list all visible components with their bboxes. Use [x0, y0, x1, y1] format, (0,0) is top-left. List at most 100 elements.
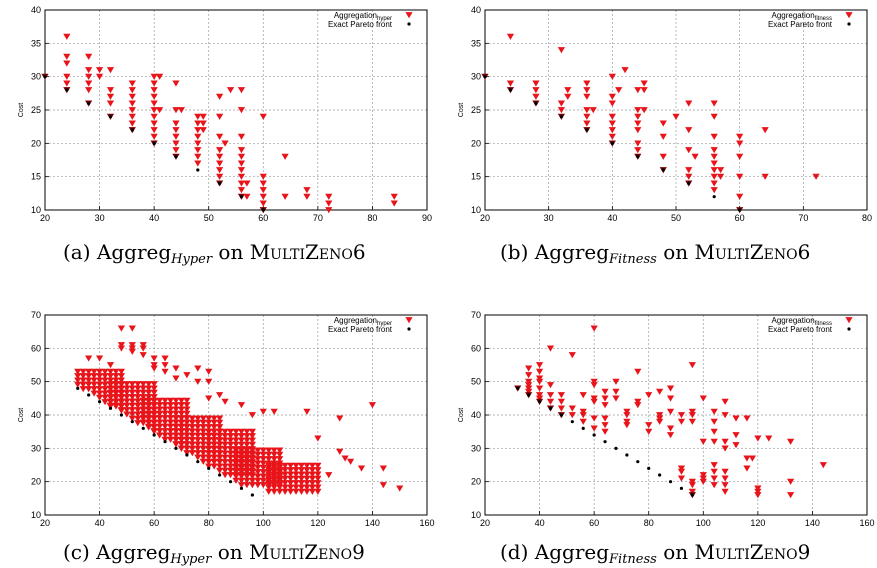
c0-triangle-point — [85, 53, 93, 60]
c0-triangle-point — [156, 73, 164, 80]
c3-pareto-point — [614, 446, 618, 450]
c2-triangle-point — [117, 385, 125, 392]
c2-triangle-point — [303, 467, 311, 474]
c2-triangle-point — [259, 469, 267, 476]
c2-pareto-point — [108, 406, 113, 410]
c2-triangle-point — [166, 432, 175, 439]
c1-triangle-point — [685, 173, 693, 180]
c1-ytick-label: 40 — [471, 5, 481, 15]
c0-triangle-point — [150, 93, 158, 100]
c2-triangle-point — [183, 428, 191, 435]
c3-triangle-point — [710, 482, 718, 489]
c2-triangle-point — [134, 402, 142, 409]
c2-triangle-point — [156, 428, 164, 435]
c2-triangle-point — [308, 484, 316, 491]
c1-pareto-point — [585, 128, 589, 132]
c2-triangle-point — [85, 377, 93, 384]
c3-ylabel: Cost — [458, 408, 465, 422]
c0-triangle-point — [128, 113, 136, 120]
c2-triangle-point — [270, 462, 278, 469]
c2-triangle-point — [79, 386, 87, 393]
c2-triangle-point — [172, 437, 180, 444]
c2-triangle-point — [210, 441, 218, 448]
c2-triangle-point — [226, 454, 235, 461]
c2-triangle-point — [145, 385, 153, 392]
caption-c-label: (c) — [63, 540, 90, 564]
c2-triangle-point — [259, 473, 267, 480]
c2-triangle-point — [183, 415, 191, 422]
c2-pareto-point — [196, 460, 200, 464]
c0-legend-sub: hyper — [377, 16, 392, 22]
c2-triangle-point — [106, 373, 115, 380]
c3-pareto-point — [647, 466, 651, 470]
c0-triangle-point — [221, 140, 229, 147]
c0-triangle-point — [237, 133, 246, 140]
c0-triangle-point — [303, 193, 311, 200]
c2-triangle-point — [254, 447, 262, 454]
c0-legend-triangle — [405, 12, 413, 19]
c2-ytick-label: 60 — [31, 343, 41, 353]
c2-triangle-point — [101, 399, 109, 406]
c3-triangle-point — [666, 385, 675, 392]
c2-triangle-point — [226, 446, 235, 453]
c3-triangle-point — [557, 398, 565, 405]
c2-triangle-point — [145, 389, 153, 396]
c1-pareto-point — [738, 208, 742, 212]
c2-triangle-point — [139, 410, 147, 417]
c3-triangle-point — [677, 468, 686, 475]
c2-triangle-point — [106, 362, 115, 369]
c0-triangle-point — [194, 113, 202, 120]
c2-triangle-point — [183, 432, 191, 439]
c0-triangle-point — [325, 207, 333, 214]
c3-triangle-point — [688, 408, 696, 415]
c2-triangle-point — [314, 471, 322, 478]
c2-triangle-point — [95, 394, 104, 401]
c2-triangle-point — [292, 488, 300, 495]
c3-triangle-point — [787, 492, 795, 499]
c2-triangle-point — [210, 459, 218, 466]
c2-triangle-point — [194, 441, 202, 448]
c3-triangle-point — [568, 405, 576, 412]
c3-triangle-point — [590, 398, 598, 405]
c0-triangle-point — [128, 100, 136, 107]
c0-ytick-label: 30 — [31, 72, 41, 82]
c2-triangle-point — [112, 381, 120, 388]
c3-triangle-point — [612, 395, 620, 402]
c0-triangle-point — [237, 87, 246, 94]
c0-triangle-point — [194, 160, 202, 167]
c2-triangle-point — [117, 373, 125, 380]
c2-triangle-point — [336, 448, 344, 455]
c0-triangle-point — [177, 107, 186, 114]
c3-pareto-point — [636, 460, 640, 464]
c2-triangle-point — [150, 389, 158, 396]
c2-triangle-point — [150, 355, 158, 362]
c2-ytick-label: 50 — [31, 377, 41, 387]
c2-triangle-point — [128, 381, 136, 388]
c2-triangle-point — [79, 368, 87, 375]
c2-triangle-point — [281, 488, 289, 495]
c1-triangle-point — [685, 127, 693, 134]
c3-triangle-point — [721, 468, 729, 475]
c0-pareto-point — [261, 208, 265, 212]
c0-pareto-point — [108, 115, 113, 119]
c2-triangle-point — [156, 402, 164, 409]
c2-triangle-point — [134, 389, 142, 396]
c2-triangle-point — [232, 428, 240, 435]
caption-b-on: on — [663, 240, 689, 264]
c2-triangle-point — [221, 398, 229, 405]
c0-pareto-point — [43, 75, 47, 79]
c2-xtick-label: 20 — [40, 518, 50, 527]
c2-triangle-point — [199, 424, 207, 431]
scatter-chart-d: 2040608010012014016010203040506070Makesp… — [458, 310, 875, 527]
c2-triangle-point — [270, 480, 278, 487]
c3-triangle-point — [688, 418, 696, 425]
c2-triangle-point — [194, 378, 202, 385]
c2-triangle-point — [276, 480, 284, 487]
c2-triangle-point — [210, 424, 218, 431]
c1-triangle-point — [532, 93, 540, 100]
c0-triangle-point — [303, 187, 311, 194]
c3-pareto-point — [625, 453, 629, 457]
c2-triangle-point — [205, 378, 213, 385]
c2-triangle-point — [221, 450, 229, 457]
c2-triangle-point — [188, 441, 196, 448]
